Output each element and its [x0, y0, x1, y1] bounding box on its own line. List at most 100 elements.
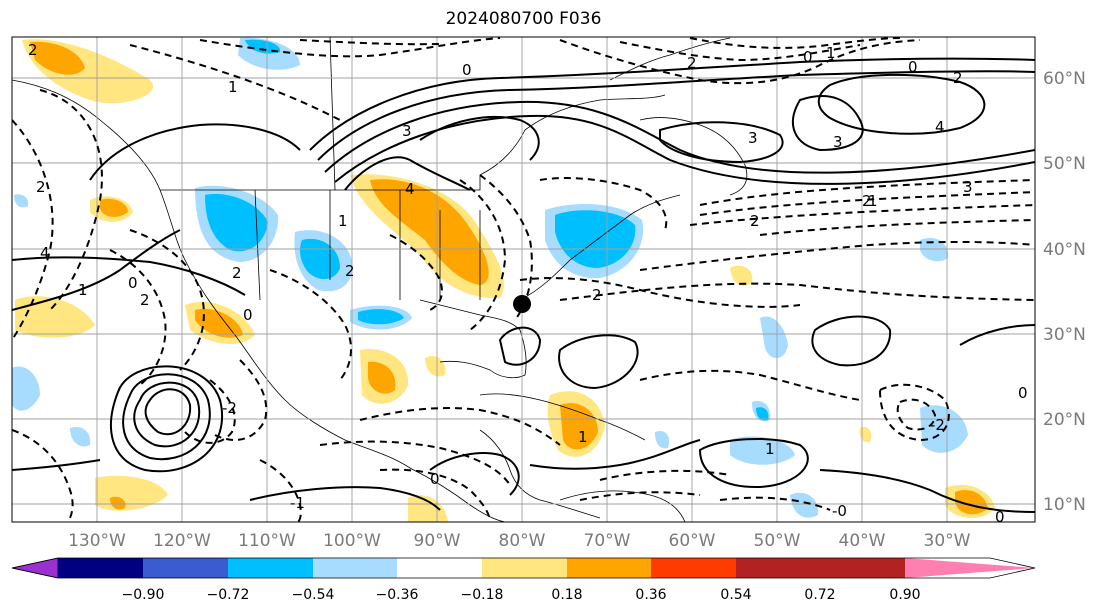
negative-anomaly-region [12, 366, 40, 411]
positive-anomaly-region [15, 296, 95, 338]
colorbar-segment [313, 558, 397, 578]
positive-anomaly-core [368, 361, 396, 394]
dashed-contours [12, 37, 1035, 522]
contour-label: 2 [36, 178, 46, 196]
contour-label: 3 [833, 133, 843, 151]
map-title: 2024080700 F036 [445, 9, 602, 29]
contour-label: -0 [832, 502, 847, 520]
negative-anomaly-region [920, 238, 949, 262]
negative-anomaly-region [760, 316, 788, 359]
contour-label: 2 [345, 262, 355, 280]
longitude-tick-label: 30°W [924, 531, 971, 551]
positive-anomaly-core [560, 403, 598, 450]
colorbar-segment [143, 558, 228, 578]
contour-label: 1 [826, 44, 836, 62]
longitude-tick-label: 130°W [68, 531, 126, 551]
latitude-tick-label: 50°N [1043, 154, 1086, 174]
colorbar-tick-label: 0.36 [635, 587, 666, 603]
negative-anomaly-region [70, 426, 91, 447]
colorbar-high-segment [820, 558, 905, 578]
colorbar-tick-label: −0.18 [461, 587, 504, 603]
negative-anomaly-region [655, 430, 670, 449]
colorbar-tick-label: −0.36 [376, 587, 419, 603]
contour-label: 0 [430, 470, 440, 488]
contour-label: 1 [228, 78, 238, 96]
contour-label: 2 [28, 41, 38, 59]
contour-label: 0 [803, 48, 813, 66]
latitude-tick-label: 20°N [1043, 410, 1086, 430]
longitude-tick-label: 110°W [238, 531, 296, 551]
negative-anomaly-region [14, 194, 29, 208]
contour-label: 2 [140, 291, 150, 309]
latitude-tick-label: 60°N [1043, 69, 1086, 89]
contour-label: 0 [908, 58, 918, 76]
contour-label: 0 [128, 274, 138, 292]
contour-label: 3 [963, 178, 973, 196]
colorbar-segment [228, 558, 313, 578]
contour-label: 1 [765, 440, 775, 458]
colorbar-tick-label: −0.72 [207, 587, 250, 603]
contour-labels: 2 0 1 3 2 4 3 4 3 2 3 0 1 2 2 0 1 2 0 4 … [28, 41, 1028, 526]
contour-label: -2 [930, 416, 945, 434]
colorbar-tick-label: 0.72 [804, 587, 835, 603]
colorbar-segment [397, 558, 482, 578]
latitude-axis: 60°N 50°N 40°N 30°N 20°N 10°N [1043, 69, 1086, 515]
contour-label: 1 [578, 428, 588, 446]
negative-anomaly-core [245, 39, 281, 54]
contour-label: 2 [592, 286, 602, 304]
colorbar-extend-arrow-left [11, 557, 59, 579]
colorbar-border [11, 557, 1036, 579]
solid-contours [12, 57, 1035, 513]
contour-label: 3 [402, 122, 412, 140]
positive-anomaly-core [100, 198, 128, 217]
negative-anomaly-region [730, 436, 795, 465]
longitude-tick-label: 70°W [584, 531, 631, 551]
negative-anomaly-core [756, 407, 769, 421]
contour-label: 2 [953, 69, 963, 87]
positive-anomaly-region [859, 426, 872, 443]
colorbar-segment [482, 558, 567, 578]
positive-anomaly-region [408, 495, 448, 522]
latitude-tick-label: 30°N [1043, 325, 1086, 345]
colorbar-segment [651, 558, 736, 578]
colorbar: −0.90 −0.72 −0.54 −0.36 −0.18 0.18 0.36 … [11, 557, 1036, 603]
colorbar-tick-label: 0.90 [889, 587, 920, 603]
colorbar-segment [567, 558, 651, 578]
negative-anomaly-core [205, 194, 268, 252]
contour-label: -1 [290, 494, 305, 512]
contour-label: 1 [868, 192, 878, 210]
latitude-tick-label: 40°N [1043, 240, 1086, 260]
positive-anomaly-region [730, 265, 753, 286]
negative-anomaly-region [790, 492, 819, 518]
latitude-tick-label: 10°N [1043, 495, 1086, 515]
colorbar-segment [58, 558, 143, 578]
map-panel: 2 0 1 3 2 4 3 4 3 2 3 0 1 2 2 0 1 2 0 4 … [12, 37, 1035, 526]
map-border [11, 36, 1036, 523]
contour-label: 0 [1018, 384, 1028, 402]
contour-label: 2 [232, 264, 242, 282]
longitude-tick-label: 100°W [323, 531, 381, 551]
longitude-tick-label: 50°W [754, 531, 801, 551]
positive-anomaly-core [110, 496, 126, 510]
contour-label: 0 [462, 61, 472, 79]
longitude-tick-label: 60°W [669, 531, 716, 551]
colorbar-tick-label: −0.54 [292, 587, 335, 603]
positive-anomaly-region [425, 355, 446, 377]
contour-label: 0 [995, 508, 1005, 526]
contour-label: 1 [78, 281, 88, 299]
contour-label: 4 [935, 118, 945, 136]
longitude-axis: 130°W 120°W 110°W 100°W 90°W 80°W 70°W 6… [68, 531, 971, 551]
contour-label: 2 [862, 192, 872, 210]
colorbar-tick-label: 0.18 [551, 587, 582, 603]
contour-label: 2 [687, 54, 697, 72]
negative-anomaly-core [555, 210, 636, 268]
colorbar-tick-label: 0.54 [720, 587, 751, 603]
longitude-tick-label: 90°W [414, 531, 461, 551]
longitude-tick-label: 80°W [499, 531, 546, 551]
contour-label: 4 [405, 180, 415, 198]
colorbar-segment [736, 558, 820, 578]
contour-label: 2 [750, 212, 760, 230]
location-marker [513, 295, 531, 313]
contour-label: 1 [338, 212, 348, 230]
